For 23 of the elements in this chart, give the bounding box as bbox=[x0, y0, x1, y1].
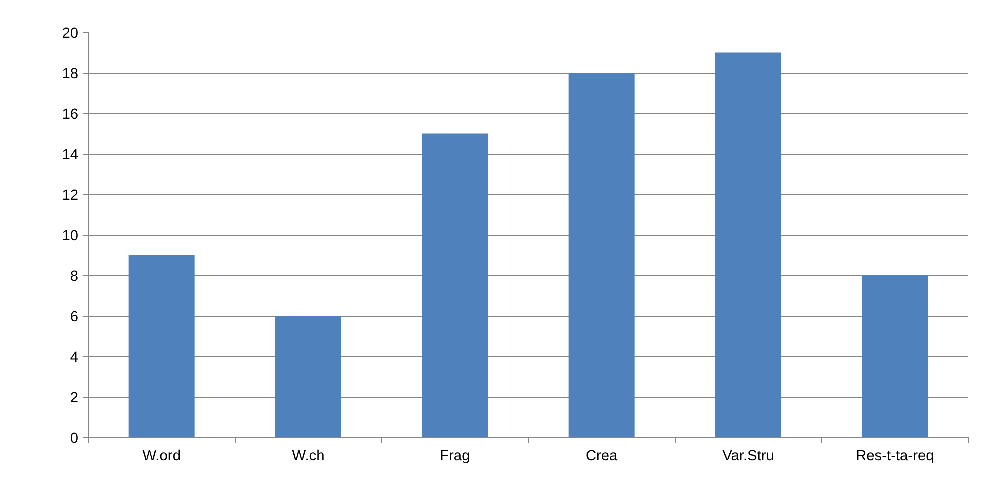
y-tick-label: 8 bbox=[70, 269, 79, 285]
y-tick-label: 4 bbox=[70, 350, 79, 366]
y-tick-label: 12 bbox=[62, 188, 79, 204]
y-tick-label: 18 bbox=[62, 66, 79, 82]
x-tick-label: W.ch bbox=[292, 448, 325, 464]
x-tick-label: Var.Stru bbox=[722, 448, 774, 464]
y-tick-label: 14 bbox=[62, 148, 79, 164]
y-tick-label: 2 bbox=[70, 390, 79, 406]
bar bbox=[862, 276, 928, 438]
bar bbox=[128, 255, 195, 438]
x-tick-label: Crea bbox=[586, 448, 619, 464]
y-tick-label: 10 bbox=[62, 228, 79, 244]
bar bbox=[568, 73, 635, 438]
y-tick-label: 16 bbox=[62, 107, 79, 123]
x-tick-label: W.ord bbox=[142, 448, 181, 464]
y-tick-label: 0 bbox=[70, 431, 79, 447]
bar bbox=[716, 52, 782, 438]
bar bbox=[422, 134, 488, 438]
x-tick-label: Res-t-ta-req bbox=[856, 448, 934, 464]
x-tick-label: Frag bbox=[440, 448, 470, 464]
y-tick-label: 6 bbox=[70, 310, 79, 326]
y-tick-label: 20 bbox=[62, 26, 79, 42]
bar bbox=[276, 316, 342, 438]
